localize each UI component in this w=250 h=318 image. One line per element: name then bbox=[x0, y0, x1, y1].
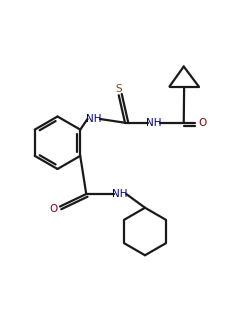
Text: NH: NH bbox=[146, 118, 162, 128]
Text: S: S bbox=[116, 84, 122, 94]
Text: NH: NH bbox=[86, 114, 102, 124]
Text: NH: NH bbox=[112, 189, 128, 199]
Text: O: O bbox=[50, 204, 58, 214]
Text: O: O bbox=[198, 118, 206, 128]
